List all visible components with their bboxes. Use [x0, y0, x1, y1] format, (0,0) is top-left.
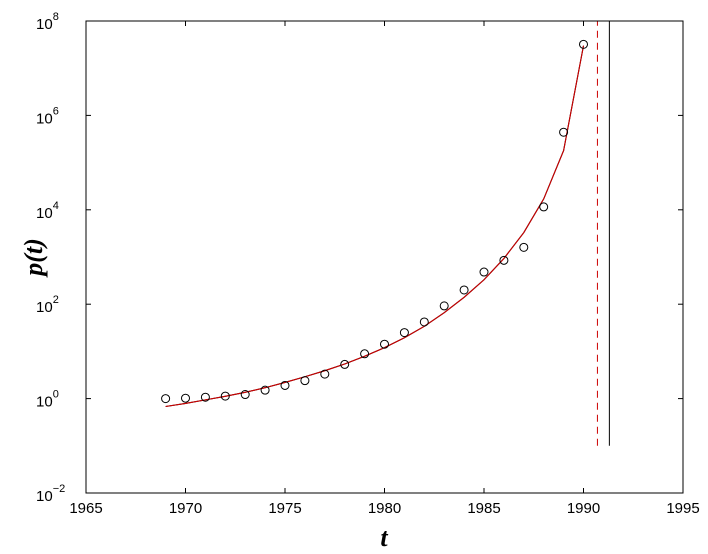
plot-marks — [161, 21, 610, 446]
y-tick-label: 100 — [36, 389, 59, 411]
x-tick-label: 1980 — [368, 500, 401, 517]
data-point — [360, 349, 370, 359]
data-point — [539, 202, 549, 212]
x-tick-label: 1990 — [567, 500, 600, 517]
data-point — [161, 394, 171, 404]
x-tick-label: 1985 — [467, 500, 500, 517]
y-axis-title: p(t) — [19, 238, 48, 278]
data-point — [300, 376, 310, 386]
data-point — [280, 380, 290, 390]
data-point — [519, 242, 529, 252]
plot-frame — [85, 20, 684, 494]
data-point — [380, 339, 389, 349]
x-axis-title: t — [380, 523, 388, 552]
x-tick-label: 1965 — [69, 500, 102, 517]
y-tick-label: 102 — [36, 294, 59, 316]
data-point — [220, 391, 230, 401]
x-tick-label: 1970 — [169, 500, 202, 517]
data-point — [320, 369, 330, 379]
data-point — [340, 359, 350, 369]
x-tick-label: 1975 — [268, 500, 301, 517]
data-point — [479, 267, 489, 277]
data-point — [499, 255, 509, 265]
data-point — [439, 301, 449, 311]
y-tick-label: 10−2 — [36, 483, 65, 505]
data-point — [559, 127, 569, 137]
data-point — [181, 393, 190, 403]
data-point — [419, 317, 429, 327]
data-point — [459, 285, 469, 295]
data-point — [200, 392, 210, 402]
data-point — [399, 328, 409, 338]
y-tick-label: 108 — [36, 11, 59, 33]
fit-curve-red — [165, 45, 585, 408]
axis-ticks: 1965 1970 1975 1980 1985 1990 1995 10−2 100 102 10… — [36, 11, 700, 517]
data-point — [260, 385, 270, 395]
data-point — [579, 39, 588, 49]
y-tick-label: 104 — [36, 200, 59, 222]
data-point — [240, 390, 250, 400]
y-tick-label: 106 — [36, 105, 59, 127]
x-tick-label: 1995 — [666, 500, 699, 517]
